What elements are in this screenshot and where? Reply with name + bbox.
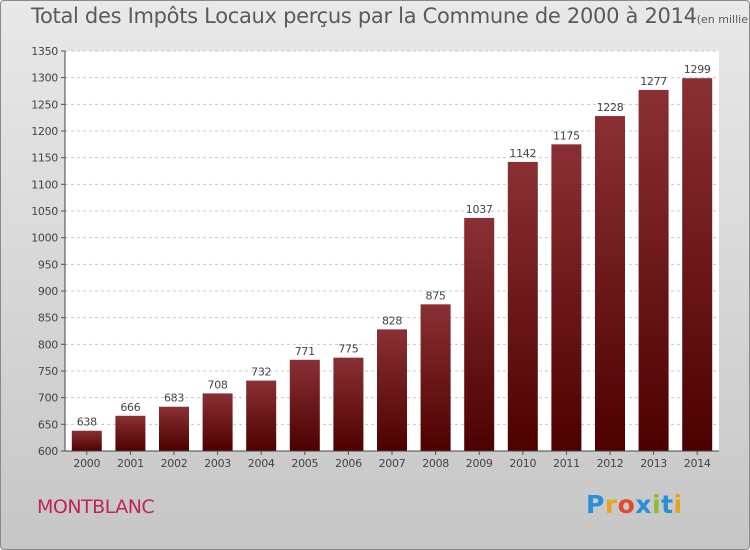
bar xyxy=(377,329,407,451)
data-label: 1299 xyxy=(684,63,711,76)
y-tick-label: 1300 xyxy=(31,72,58,85)
bar xyxy=(551,144,582,452)
bar xyxy=(420,304,451,451)
bar xyxy=(464,217,495,451)
bar xyxy=(682,78,713,451)
data-label: 732 xyxy=(251,366,271,379)
bar xyxy=(595,116,625,452)
data-label: 875 xyxy=(426,289,446,302)
title-text: Total des Impôts Locaux perçus par la Co… xyxy=(31,4,697,28)
x-tick-label: 2012 xyxy=(597,457,624,470)
y-tick-label: 650 xyxy=(38,418,58,431)
title-unit: (en milliers d'€) xyxy=(696,13,749,26)
x-tick-label: 2000 xyxy=(73,457,100,470)
data-label: 666 xyxy=(120,401,140,414)
bar xyxy=(333,357,364,451)
data-label: 1142 xyxy=(509,147,536,160)
y-tick-label: 750 xyxy=(38,365,58,378)
bar xyxy=(71,430,102,451)
bar xyxy=(202,393,233,451)
logo-letter: t xyxy=(661,490,674,519)
data-label: 638 xyxy=(77,416,97,429)
x-tick-label: 2010 xyxy=(509,457,536,470)
x-tick-label: 2005 xyxy=(291,457,318,470)
y-tick-label: 600 xyxy=(38,445,58,458)
logo-letter: i xyxy=(673,490,683,519)
y-tick-label: 1250 xyxy=(31,98,58,111)
x-tick-label: 2008 xyxy=(422,457,449,470)
x-tick-label: 2009 xyxy=(466,457,493,470)
y-tick-label: 1050 xyxy=(31,205,58,218)
logo-letter: P xyxy=(586,490,605,519)
x-tick-label: 2003 xyxy=(204,457,231,470)
data-label: 828 xyxy=(382,314,402,327)
x-tick-label: 2011 xyxy=(553,457,580,470)
proxiti-logo: Proxiti xyxy=(586,490,683,519)
y-tick-label: 800 xyxy=(38,338,58,351)
data-label: 1175 xyxy=(553,129,580,142)
y-tick-label: 950 xyxy=(38,258,58,271)
y-tick-label: 1000 xyxy=(31,232,58,245)
commune-name: MONTBLANC xyxy=(37,496,155,518)
y-tick-label: 1150 xyxy=(31,152,58,165)
logo-letter: o xyxy=(617,490,636,519)
logo-letter: x xyxy=(635,490,652,519)
data-label: 775 xyxy=(338,343,358,356)
data-label: 1277 xyxy=(640,75,667,88)
x-tick-label: 2013 xyxy=(640,457,667,470)
logo-letter: i xyxy=(652,490,662,519)
x-tick-label: 2001 xyxy=(117,457,144,470)
bar xyxy=(246,380,277,451)
data-label: 1228 xyxy=(597,101,624,114)
y-tick-label: 850 xyxy=(38,312,58,325)
logo-letter: r xyxy=(604,490,618,519)
data-label: 683 xyxy=(164,392,184,405)
bar xyxy=(289,359,320,451)
data-label: 1037 xyxy=(466,203,493,216)
y-tick-label: 1200 xyxy=(31,125,58,138)
bar xyxy=(159,406,189,451)
y-tick-label: 1100 xyxy=(31,178,58,191)
x-tick-label: 2014 xyxy=(684,457,711,470)
x-tick-label: 2007 xyxy=(379,457,406,470)
x-tick-label: 2004 xyxy=(248,457,275,470)
bar xyxy=(638,89,669,451)
y-tick-label: 1350 xyxy=(31,45,58,58)
data-label: 771 xyxy=(295,345,315,358)
chart-title: Total des Impôts Locaux perçus par la Co… xyxy=(31,4,749,28)
y-tick-label: 700 xyxy=(38,392,58,405)
x-tick-label: 2002 xyxy=(161,457,188,470)
y-tick-label: 900 xyxy=(38,285,58,298)
x-tick-label: 2006 xyxy=(335,457,362,470)
data-label: 708 xyxy=(208,378,228,391)
bar xyxy=(507,161,538,451)
bar xyxy=(115,415,146,451)
